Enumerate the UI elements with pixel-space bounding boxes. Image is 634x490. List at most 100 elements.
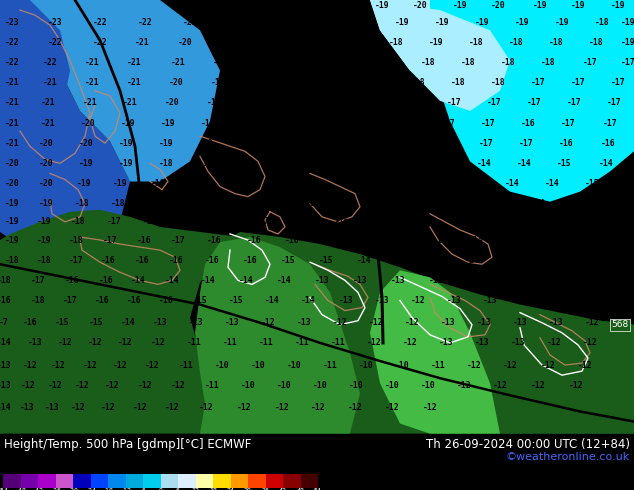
Text: -20: -20 [39,159,53,168]
Text: -20: -20 [313,18,327,26]
Text: -15: -15 [319,256,333,265]
Text: -12: -12 [171,381,185,390]
Text: -16: -16 [236,159,251,168]
Text: -16: -16 [205,256,219,265]
Text: -10: -10 [241,381,256,390]
Text: -16: -16 [301,199,315,208]
Text: -19: -19 [158,139,173,147]
Text: -15: -15 [281,256,295,265]
Polygon shape [0,0,70,131]
Text: -21: -21 [41,98,55,107]
Text: -14: -14 [563,218,578,226]
Text: 0: 0 [158,489,162,490]
Text: -19: -19 [4,236,19,245]
Text: -14: -14 [165,276,179,285]
Text: -16: -16 [127,296,141,305]
Text: -12: -12 [70,403,86,412]
Text: -12: -12 [105,381,119,390]
Text: -17: -17 [143,218,157,226]
Text: -16: -16 [600,139,616,147]
Text: -18: -18 [508,38,523,47]
Text: -19: -19 [77,179,91,188]
Text: -16: -16 [0,296,11,305]
Text: -11: -11 [331,339,346,347]
Text: -14: -14 [484,218,500,226]
Text: -21: -21 [85,78,100,87]
Text: 24: 24 [226,489,235,490]
Text: -19: -19 [120,119,135,127]
Text: -20: -20 [81,119,95,127]
Text: -17: -17 [447,98,462,107]
Text: -19: -19 [453,0,467,9]
Text: -21: -21 [4,78,19,87]
Text: -18: -18 [247,98,261,107]
Text: -22: -22 [93,38,107,47]
Bar [266,474,283,488]
Text: -21: -21 [85,58,100,67]
Text: -13: -13 [482,296,497,305]
Text: -12: -12 [333,318,347,327]
Text: -13: -13 [0,381,11,390]
Polygon shape [0,333,100,434]
Text: ©weatheronline.co.uk: ©weatheronline.co.uk [506,452,630,462]
Bar [73,474,91,488]
Text: -18: -18 [380,58,396,67]
Text: -14: -14 [493,199,507,208]
Text: Height/Temp. 500 hPa [gdmp][°C] ECMWF: Height/Temp. 500 hPa [gdmp][°C] ECMWF [4,438,251,451]
Text: -15: -15 [417,199,431,208]
Text: 6: 6 [176,489,180,490]
Text: -14: -14 [465,256,479,265]
Text: -13: -13 [153,318,167,327]
Text: -16: -16 [99,276,113,285]
Text: -16: -16 [399,139,413,147]
Text: -12: -12 [198,403,213,412]
Text: -18: -18 [371,78,385,87]
Text: -10: -10 [359,361,373,369]
Text: -14: -14 [477,159,491,168]
Text: -15: -15 [557,159,571,168]
Text: -10: -10 [395,361,410,369]
Text: -13: -13 [555,296,569,305]
Text: -21: -21 [4,119,19,127]
Text: -14: -14 [603,218,618,226]
Text: -17: -17 [611,78,625,87]
Text: -20: -20 [413,0,427,9]
Text: -21: -21 [134,38,150,47]
Text: -14: -14 [131,276,145,285]
Text: -19: -19 [198,139,213,147]
Text: -17: -17 [567,98,581,107]
Text: -18: -18 [189,179,204,188]
Text: -14: -14 [501,256,515,265]
Polygon shape [195,237,360,434]
Text: -19: -19 [475,18,489,26]
Text: -18: -18 [75,199,89,208]
Text: -18: -18 [389,38,403,47]
Text: -18: -18 [421,58,436,67]
Text: -12: -12 [547,339,561,347]
Text: -13: -13 [611,256,625,265]
Text: -18: -18 [469,38,483,47]
Text: -14: -14 [301,296,315,305]
Text: -21: -21 [41,119,55,127]
Text: -18: -18 [331,78,346,87]
Text: -11: -11 [179,361,193,369]
Text: -21: -21 [171,58,185,67]
Text: -20: -20 [165,98,179,107]
Bar [3,474,20,488]
Text: 54: 54 [314,489,322,490]
Text: -14: -14 [201,276,216,285]
Text: -14: -14 [432,236,448,245]
Text: -18: -18 [548,38,564,47]
Text: -12: -12 [133,403,147,412]
Text: -16: -16 [335,218,349,226]
Text: -19: -19 [210,78,225,87]
Polygon shape [430,0,634,202]
Text: -18: -18 [30,296,45,305]
Text: -48: -48 [15,489,27,490]
Text: -12: -12 [165,403,179,412]
Text: -12: -12 [369,318,384,327]
Text: -13: -13 [475,339,489,347]
Text: -13: -13 [477,318,491,327]
Text: -18: -18 [366,98,381,107]
Text: -19: -19 [119,139,133,147]
